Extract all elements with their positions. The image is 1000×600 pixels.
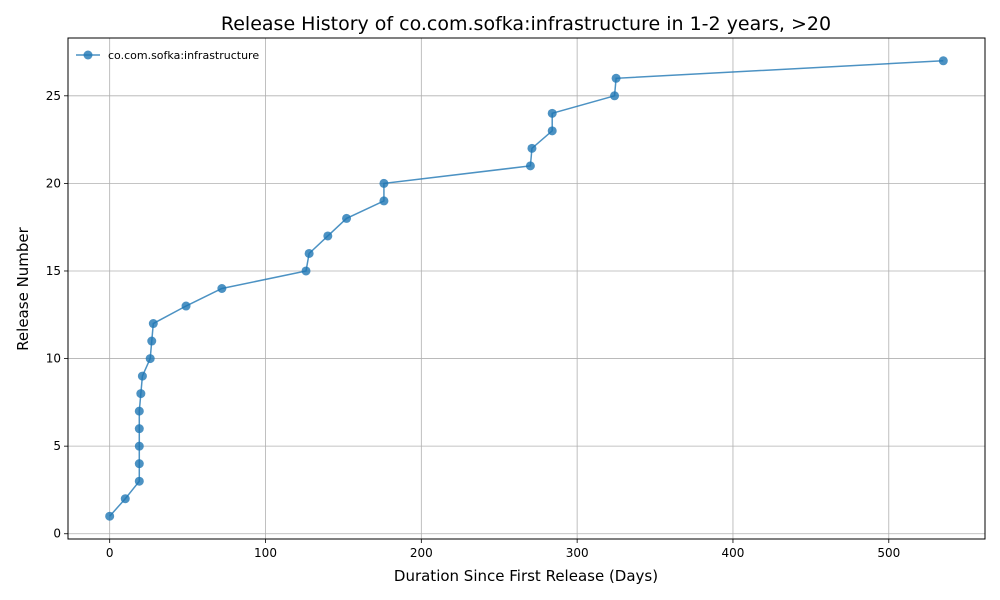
legend-entry-label: co.com.sofka:infrastructure <box>108 49 259 62</box>
data-point <box>217 284 227 293</box>
data-point <box>938 56 948 66</box>
data-point <box>525 161 535 171</box>
data-point <box>134 459 144 469</box>
series-line <box>109 60 944 517</box>
data-point <box>304 248 314 258</box>
data-point <box>145 354 155 364</box>
data-point <box>342 213 352 223</box>
plot-frame <box>67 37 986 540</box>
data-point <box>105 511 115 521</box>
data-point <box>611 73 621 83</box>
x-tick-label: 300 <box>566 546 589 560</box>
x-tick-label: 0 <box>106 546 114 560</box>
x-axis-label: Duration Since First Release (Days) <box>394 567 658 585</box>
x-tick-label: 400 <box>722 546 745 560</box>
chart-title: Release History of co.com.sofka:infrastr… <box>221 13 831 35</box>
y-tick-label: 20 <box>46 176 61 190</box>
x-tick-label: 100 <box>254 546 277 560</box>
data-point <box>547 126 557 136</box>
data-point <box>379 196 389 206</box>
x-tick-label: 200 <box>410 546 433 560</box>
data-point <box>301 266 311 276</box>
legend-marker <box>83 50 93 60</box>
data-point <box>147 336 157 346</box>
y-axis-label: Release Number <box>14 226 32 350</box>
legend: co.com.sofka:infrastructure <box>76 49 259 62</box>
y-tick-label: 10 <box>46 352 61 366</box>
series-layer <box>105 56 948 521</box>
data-point <box>547 108 557 118</box>
y-tick-label: 0 <box>53 527 61 541</box>
data-point <box>134 424 144 434</box>
y-tick-label: 5 <box>53 439 61 453</box>
data-point <box>323 231 333 241</box>
data-point <box>148 319 158 329</box>
data-point <box>134 476 144 486</box>
y-tick-label: 25 <box>46 89 61 103</box>
data-point <box>137 371 147 381</box>
data-point <box>379 178 389 188</box>
data-point <box>610 91 620 101</box>
data-point <box>136 389 146 399</box>
ticks: 0 100 200 300 400 500 0 5 10 15 20 25 <box>46 89 901 560</box>
x-tick-label: 500 <box>877 546 900 560</box>
data-point <box>134 406 144 416</box>
data-point <box>181 301 191 311</box>
data-point <box>527 143 537 153</box>
data-point <box>134 441 144 451</box>
data-point <box>120 494 130 504</box>
grid <box>68 38 985 539</box>
y-tick-label: 15 <box>46 264 61 278</box>
